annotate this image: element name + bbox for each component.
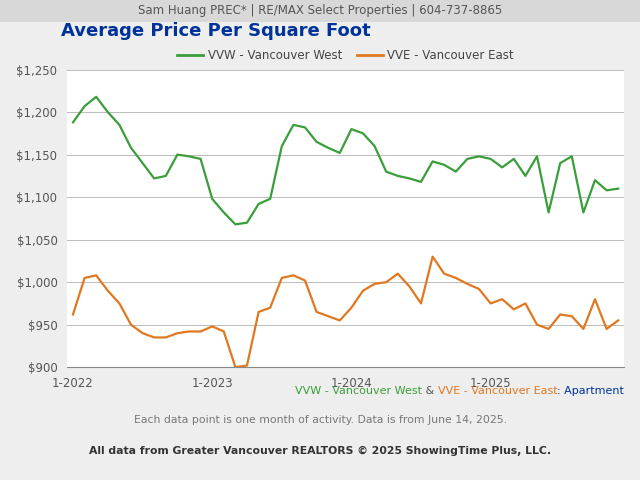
Text: All data from Greater Vancouver REALTORS © 2025 ShowingTime Plus, LLC.: All data from Greater Vancouver REALTORS…: [89, 446, 551, 456]
Text: &: &: [422, 386, 438, 396]
Text: Each data point is one month of activity. Data is from June 14, 2025.: Each data point is one month of activity…: [134, 415, 506, 425]
Text: Sam Huang PREC* | RE/MAX Select Properties | 604-737-8865: Sam Huang PREC* | RE/MAX Select Properti…: [138, 4, 502, 17]
Text: VVW - Vancouver West: VVW - Vancouver West: [295, 386, 422, 396]
Legend: VVW - Vancouver West, VVE - Vancouver East: VVW - Vancouver West, VVE - Vancouver Ea…: [173, 44, 518, 67]
Text: : Apartment: : Apartment: [557, 386, 624, 396]
Text: VVE - Vancouver East: VVE - Vancouver East: [438, 386, 557, 396]
Text: Average Price Per Square Foot: Average Price Per Square Foot: [61, 22, 371, 40]
